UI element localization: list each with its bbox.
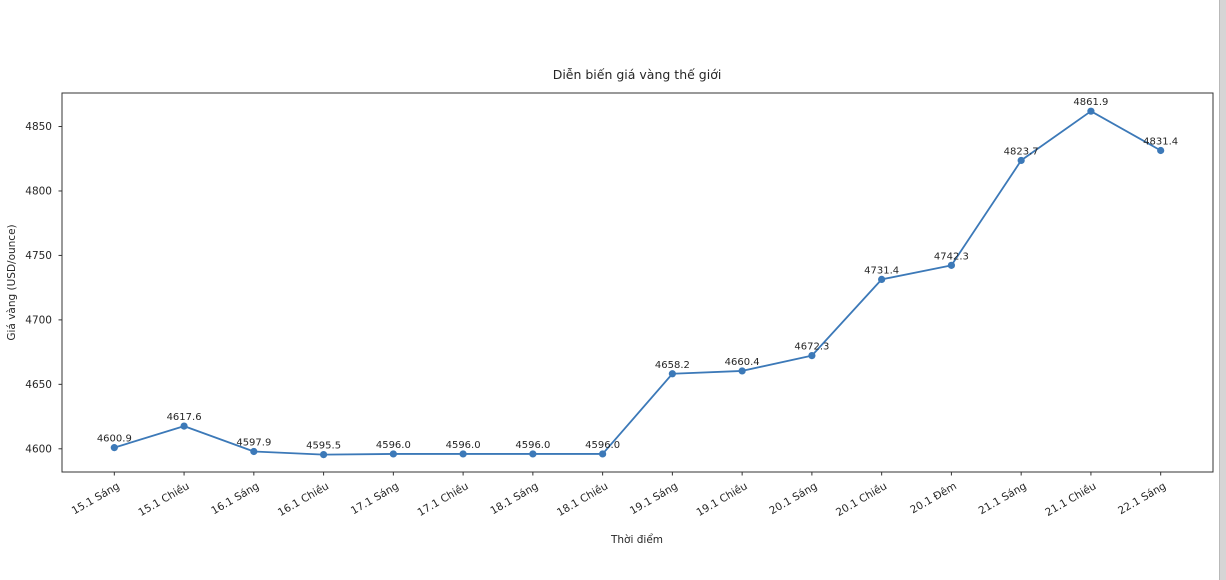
y-tick-label: 4750: [25, 250, 52, 262]
data-point-marker: [110, 444, 118, 452]
data-point-marker: [529, 450, 537, 458]
x-tick-label: 16.1 Sáng: [209, 480, 261, 517]
x-axis-label: Thời điểm: [610, 533, 663, 546]
chart-title: Diễn biến giá vàng thế giới: [553, 67, 722, 82]
y-tick-label: 4800: [25, 185, 52, 197]
x-tick-label: 15.1 Sáng: [70, 480, 122, 517]
data-point-label: 4596.0: [515, 440, 550, 451]
x-tick-label: 18.1 Sáng: [488, 480, 540, 517]
data-point-label: 4596.0: [585, 440, 620, 451]
data-point-marker: [459, 450, 467, 458]
x-tick-label: 18.1 Chiều: [555, 480, 610, 519]
plot-frame: [61, 92, 1214, 473]
x-tick-label: 22.1 Sáng: [1116, 480, 1168, 517]
x-tick-label: 21.1 Sáng: [977, 480, 1029, 517]
data-point-label: 4672.3: [794, 342, 829, 353]
x-axis-ticks: 15.1 Sáng 15.1 Chiều 16.1 Sáng 16.1 Chiều 17…: [70, 472, 1168, 519]
x-tick-label: 21.1 Chiều: [1043, 480, 1098, 519]
x-tick-label: 17.1 Sáng: [349, 480, 401, 517]
y-axis-ticks: 4600 4650 4700 4750 4800 4850: [25, 121, 62, 455]
data-point-label: 4617.6: [167, 412, 202, 423]
data-point-marker: [389, 450, 397, 458]
data-point-marker: [599, 450, 607, 458]
data-point-marker: [738, 367, 746, 375]
data-point-label: 4600.9: [97, 434, 132, 445]
series-gold-price: [110, 107, 1165, 459]
x-tick-label: 17.1 Chiều: [415, 480, 470, 519]
data-point-marker: [668, 370, 676, 378]
data-point-labels: 4600.9 4617.6 4597.9 4595.5 4596.0 4596.0 4596…: [97, 97, 1178, 451]
data-point-label: 4823.7: [1004, 146, 1039, 157]
x-tick-label: 19.1 Chiều: [694, 480, 749, 519]
data-point-marker: [947, 261, 956, 269]
data-point-label: 4660.4: [725, 357, 760, 368]
y-axis-label: Giá vàng (USD/ounce): [6, 224, 18, 340]
data-point-marker: [808, 351, 816, 360]
x-tick-label: 19.1 Sáng: [628, 480, 680, 517]
x-tick-label: 20.1 Chiều: [834, 480, 889, 519]
data-point-marker: [1017, 156, 1025, 165]
data-point-label: 4861.9: [1073, 97, 1108, 108]
x-tick-label: 15.1 Chiều: [136, 480, 191, 519]
y-tick-label: 4650: [25, 379, 52, 391]
data-point-label: 4597.9: [236, 438, 271, 449]
data-point-marker: [319, 450, 328, 459]
x-tick-label: 20.1 Sáng: [767, 480, 819, 517]
data-point-label: 4595.5: [306, 441, 341, 452]
data-point-marker: [1087, 107, 1095, 115]
x-tick-label: 20.1 Đêm: [908, 480, 959, 516]
data-point-marker: [250, 447, 258, 456]
x-tick-label: 16.1 Chiều: [276, 480, 331, 519]
data-point-marker: [878, 275, 886, 284]
data-point-marker: [180, 422, 188, 430]
data-point-label: 4831.4: [1143, 136, 1178, 147]
data-point-label: 4596.0: [446, 440, 481, 451]
window-edge-strip[interactable]: [1219, 0, 1226, 580]
series-line: [114, 110, 1162, 456]
y-tick-label: 4850: [25, 121, 52, 133]
data-point-label: 4731.4: [864, 265, 899, 276]
data-point-marker: [1157, 146, 1165, 155]
data-point-label: 4596.0: [376, 440, 411, 451]
data-point-label: 4658.2: [655, 360, 690, 371]
data-point-label: 4742.3: [934, 251, 969, 262]
y-tick-label: 4600: [25, 443, 52, 455]
y-tick-label: 4700: [25, 314, 52, 326]
